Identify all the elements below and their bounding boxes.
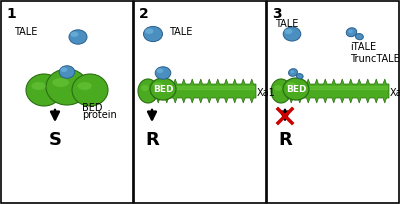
Ellipse shape [274,85,282,91]
Text: BED: BED [153,84,173,93]
Ellipse shape [144,26,162,42]
Ellipse shape [156,68,163,73]
Ellipse shape [72,74,108,106]
Text: R: R [278,131,292,149]
Text: BED: BED [82,103,102,113]
Ellipse shape [271,79,291,103]
Ellipse shape [70,32,78,37]
Ellipse shape [290,70,294,73]
Ellipse shape [288,69,298,76]
Ellipse shape [296,74,303,79]
Text: protein: protein [82,110,117,120]
Ellipse shape [31,82,46,90]
Ellipse shape [284,29,292,34]
Text: Xa1: Xa1 [257,88,276,98]
Ellipse shape [356,33,363,40]
Ellipse shape [348,30,353,33]
Bar [1,1,133,203]
Text: 3: 3 [272,7,282,21]
Polygon shape [154,79,256,103]
Ellipse shape [283,27,301,41]
Text: S: S [48,131,62,149]
Ellipse shape [46,69,88,105]
Text: TALE: TALE [169,27,192,37]
Ellipse shape [153,82,163,88]
Ellipse shape [141,85,149,91]
Ellipse shape [69,30,87,44]
Ellipse shape [283,78,309,100]
Text: TALE: TALE [275,19,298,29]
Ellipse shape [60,67,67,72]
Text: 2: 2 [139,7,149,21]
Text: iTALE
TruncTALE: iTALE TruncTALE [350,42,400,64]
Polygon shape [287,79,389,103]
Ellipse shape [77,82,92,90]
Ellipse shape [286,82,296,88]
Text: TALE: TALE [14,27,37,37]
Ellipse shape [145,28,154,34]
Bar [267,1,399,203]
Ellipse shape [155,67,171,79]
Bar [134,1,266,203]
Ellipse shape [52,78,69,87]
Text: BED: BED [286,84,306,93]
Text: Xa1: Xa1 [390,88,400,98]
Ellipse shape [138,79,158,103]
Ellipse shape [346,28,357,37]
Text: R: R [145,131,159,149]
Text: 1: 1 [6,7,16,21]
Ellipse shape [150,78,176,100]
Ellipse shape [59,66,75,78]
Ellipse shape [26,74,62,106]
